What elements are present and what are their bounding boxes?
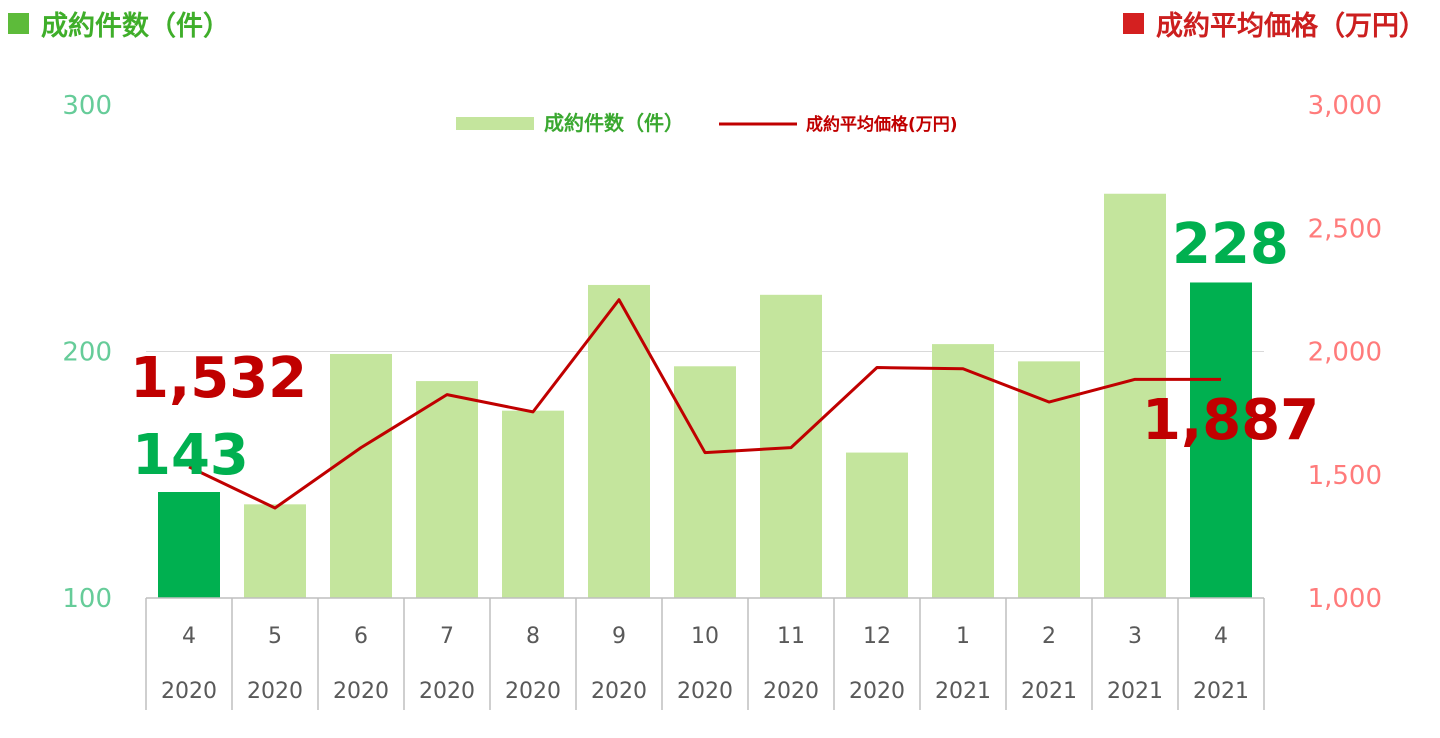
x-tick-month: 3	[1128, 624, 1142, 649]
y-left-tick: 300	[62, 91, 112, 121]
bar-0	[158, 492, 220, 598]
y-right-tick: 2,500	[1308, 214, 1382, 244]
bar-2	[330, 353, 392, 598]
bar-4	[502, 410, 564, 598]
x-tick-month: 1	[956, 624, 970, 649]
x-tick-year: 2020	[763, 679, 819, 704]
right-axis-title: 成約平均価格（万円）	[1123, 4, 1426, 43]
y-right-tick: 2,000	[1308, 338, 1382, 368]
x-tick-month: 6	[354, 624, 368, 649]
data-labels: 1,532 143 228 1,887	[130, 212, 1319, 488]
left-axis-title: 成約件数（件）	[8, 4, 230, 43]
data-label-line-first: 1,532	[130, 346, 307, 411]
line-series	[188, 298, 1221, 510]
bar-8	[846, 452, 908, 598]
legend-line-label: 成約平均価格(万円)	[806, 114, 958, 135]
x-tick-month: 10	[691, 624, 719, 649]
bar-9	[932, 344, 994, 598]
x-tick-year: 2020	[505, 679, 561, 704]
x-tick-year: 2021	[1107, 679, 1163, 704]
bar-3	[416, 381, 478, 598]
bar-12	[1190, 282, 1252, 598]
x-tick-month: 12	[863, 624, 891, 649]
bar-6	[674, 366, 736, 598]
x-tick-year: 2020	[333, 679, 389, 704]
price-line	[188, 298, 1221, 510]
x-tick-month: 4	[182, 624, 196, 649]
x-tick-year: 2021	[935, 679, 991, 704]
red-square-icon	[1123, 13, 1144, 34]
legend-bar-label: 成約件数（件）	[544, 111, 684, 135]
x-tick-year: 2020	[591, 679, 647, 704]
x-tick-month: 8	[526, 624, 540, 649]
axes: 4 2020 5 2020 6 2020 7 2020 8 2020 9 2020 10 2020 11 20…	[62, 91, 1382, 710]
x-tick-year: 2020	[419, 679, 475, 704]
x-tick-year: 2021	[1021, 679, 1077, 704]
x-tick-year: 2020	[161, 679, 217, 704]
y-left-tick: 200	[62, 338, 112, 368]
x-tick-month: 11	[777, 624, 805, 649]
bar-1	[244, 504, 306, 598]
left-axis-title-text: 成約件数（件）	[41, 11, 230, 42]
x-tick-year: 2020	[677, 679, 733, 704]
x-tick-month: 4	[1214, 624, 1228, 649]
data-label-bar-first: 143	[132, 423, 249, 488]
legend: 成約件数（件） 成約平均価格(万円)	[456, 111, 958, 135]
x-tick-year: 2020	[849, 679, 905, 704]
y-right-tick: 1,000	[1308, 584, 1382, 614]
x-tick-year: 2020	[247, 679, 303, 704]
x-tick-month: 2	[1042, 624, 1056, 649]
legend-bar-swatch	[456, 117, 534, 130]
y-right-tick: 3,000	[1308, 91, 1382, 121]
data-label-line-last: 1,887	[1142, 388, 1319, 453]
y-right-tick: 1,500	[1308, 461, 1382, 491]
x-tick-month: 5	[268, 624, 282, 649]
bar-11	[1104, 193, 1166, 599]
x-tick-year: 2021	[1193, 679, 1249, 704]
bar-series	[158, 193, 1252, 599]
green-square-icon	[8, 13, 29, 34]
data-label-bar-last: 228	[1172, 212, 1289, 277]
x-tick-month: 7	[440, 624, 454, 649]
right-axis-title-text: 成約平均価格（万円）	[1156, 11, 1426, 42]
bar-5	[588, 284, 650, 598]
y-left-tick: 100	[62, 584, 112, 614]
x-tick-month: 9	[612, 624, 626, 649]
